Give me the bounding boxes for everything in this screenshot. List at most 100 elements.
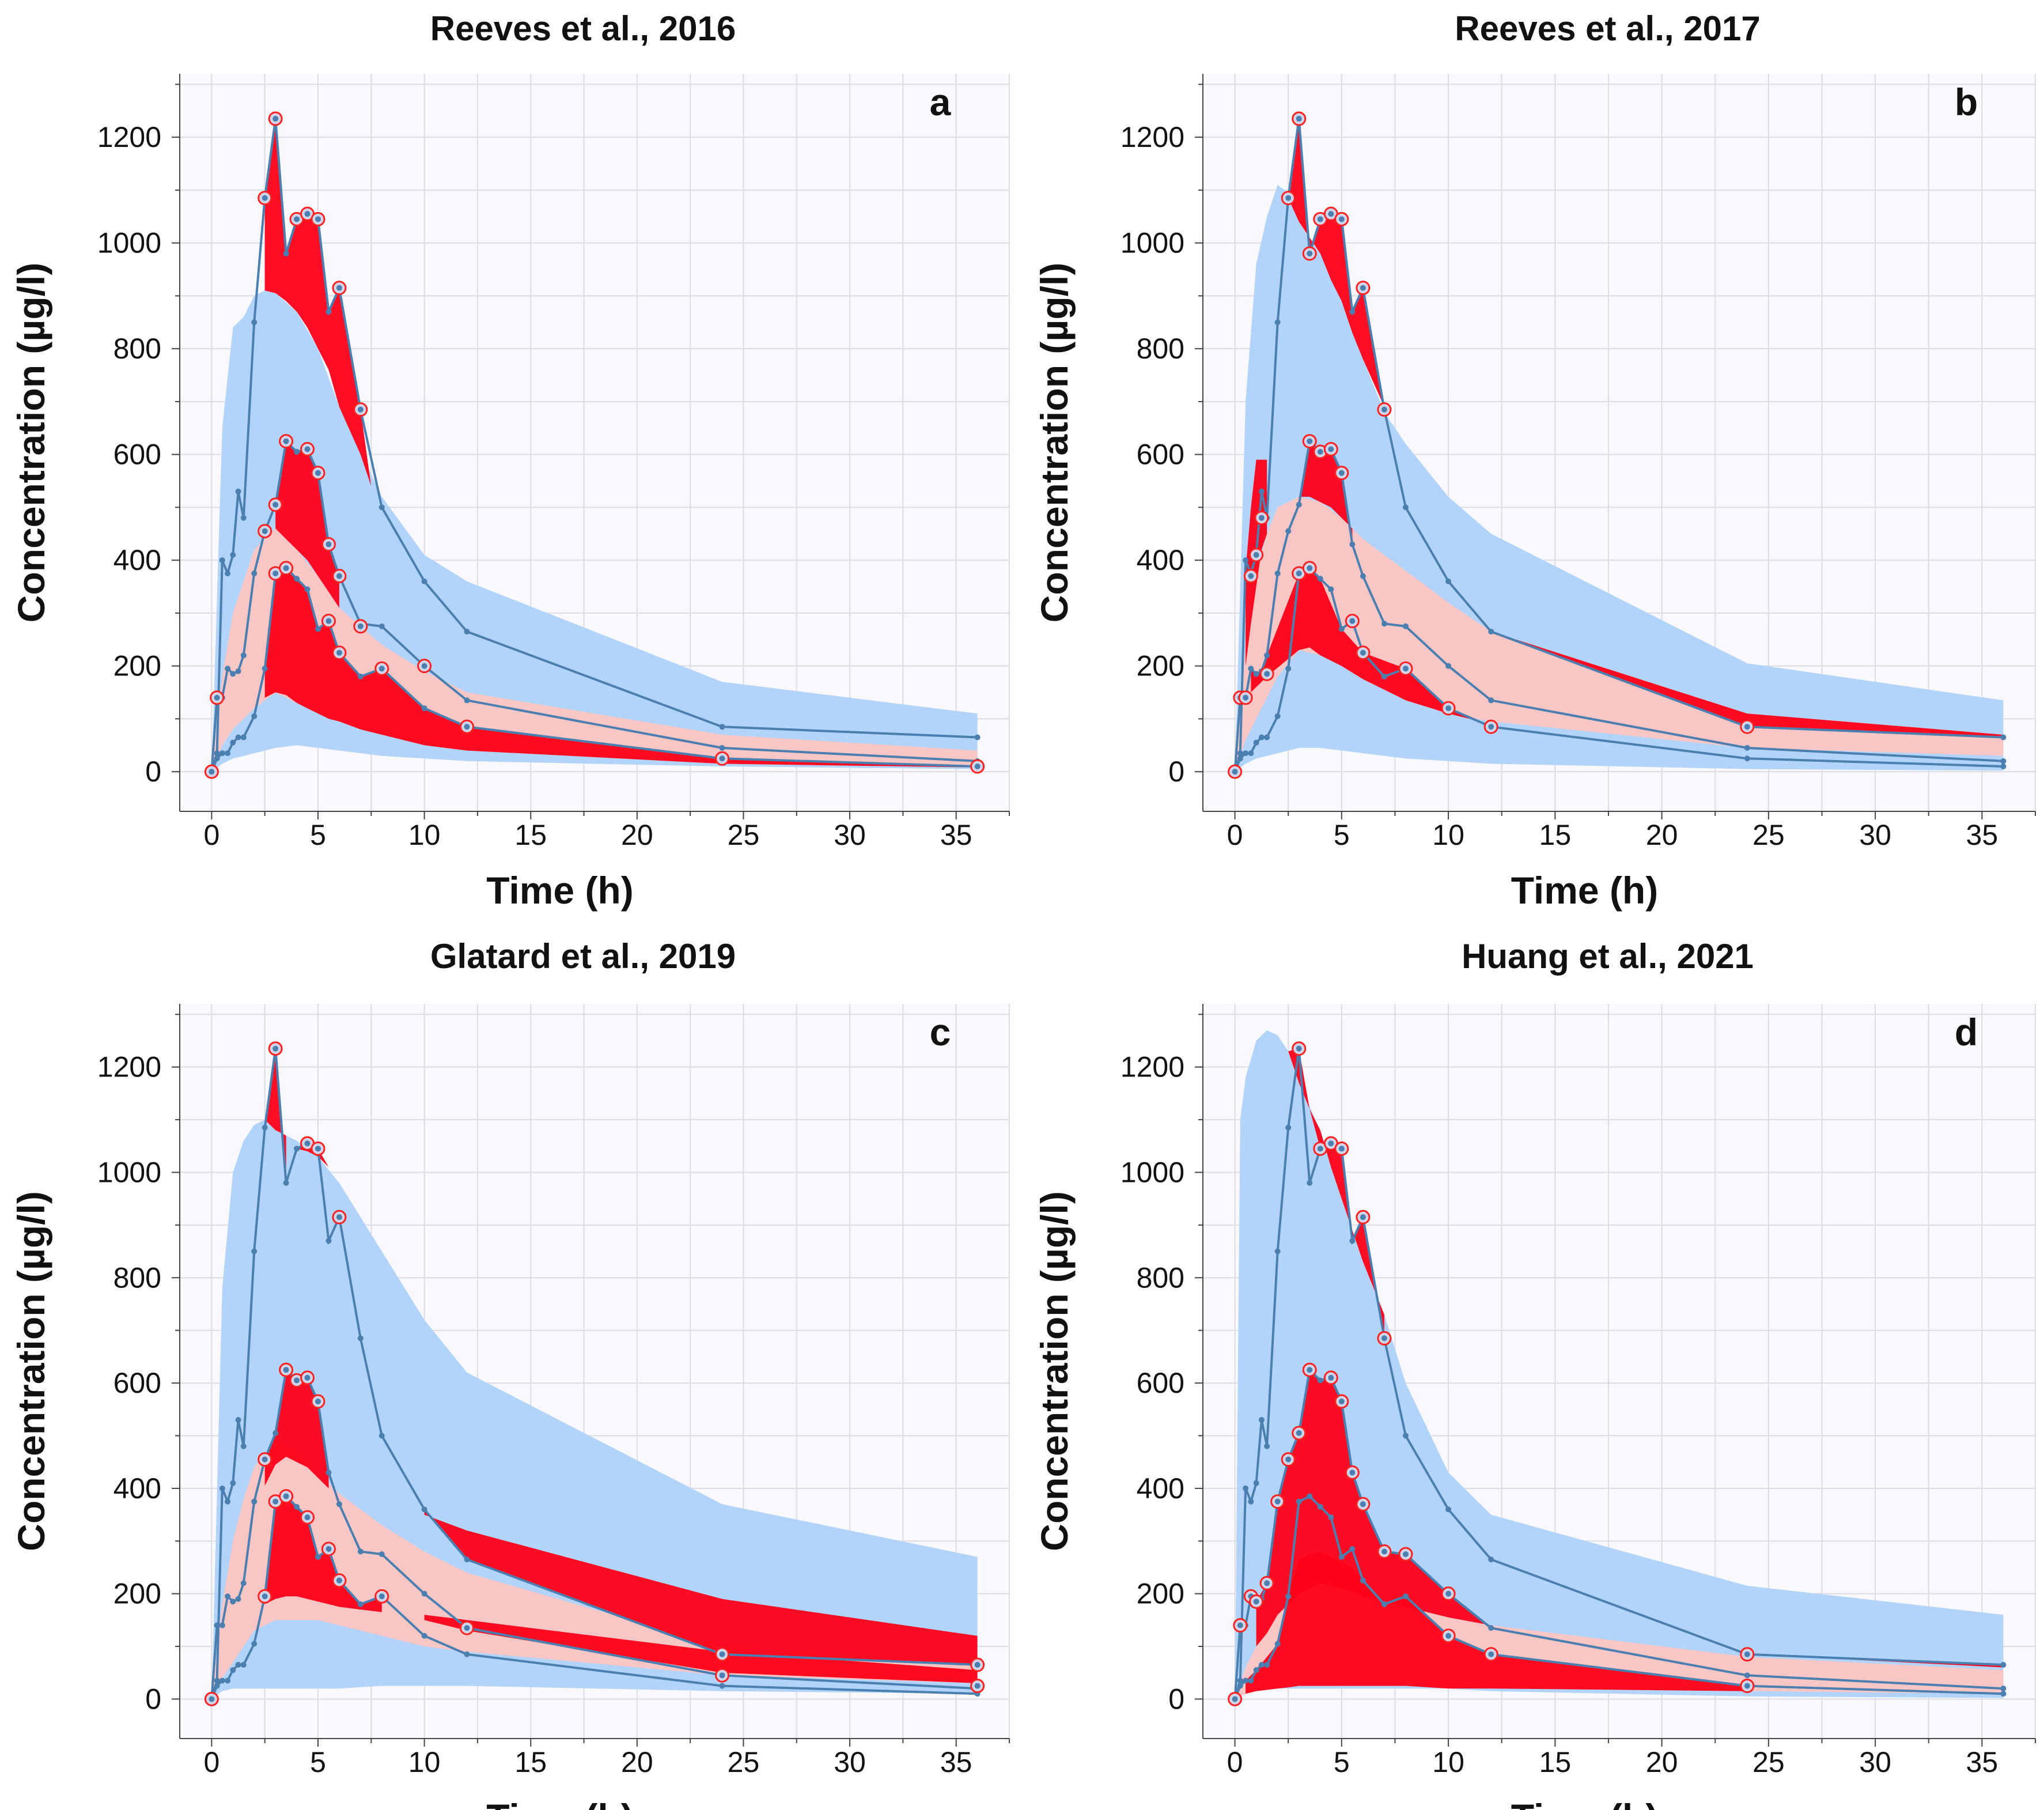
y-tick-label: 1200 xyxy=(1121,121,1184,153)
highlighted-point-center xyxy=(1744,1683,1750,1689)
observed-point xyxy=(2000,734,2007,740)
x-tick-label: 10 xyxy=(1432,1746,1464,1778)
highlighted-point-center xyxy=(1237,1622,1243,1628)
observed-point xyxy=(214,1683,220,1689)
highlighted-point-center xyxy=(719,1651,725,1657)
observed-point xyxy=(235,1662,241,1668)
deviation-region xyxy=(1246,1551,1747,1694)
y-tick-label: 400 xyxy=(1137,544,1184,576)
observed-point xyxy=(1248,1498,1254,1505)
y-tick-label: 1000 xyxy=(97,1156,161,1188)
x-tick-label: 35 xyxy=(1966,819,1998,851)
highlighted-point-center xyxy=(262,1593,268,1600)
y-tick-label: 1200 xyxy=(97,1051,161,1083)
observed-point xyxy=(1488,1625,1494,1631)
observed-point xyxy=(235,734,241,740)
highlighted-point-center xyxy=(1445,705,1452,712)
highlighted-point-center xyxy=(1317,449,1323,455)
observed-point xyxy=(262,666,268,672)
x-tick-label: 5 xyxy=(310,819,326,851)
observed-point xyxy=(2000,1686,2007,1692)
panel-letter: b xyxy=(1955,81,1978,123)
observed-point xyxy=(2000,758,2007,764)
observed-point xyxy=(378,623,385,629)
y-tick-label: 400 xyxy=(113,544,161,576)
x-tick-label: 10 xyxy=(1432,819,1464,851)
highlighted-point-center xyxy=(1488,724,1494,730)
highlighted-point-center xyxy=(209,1696,215,1702)
y-axis-label: Concentration (µg/l) xyxy=(1033,1191,1076,1551)
y-tick-label: 200 xyxy=(113,1578,161,1610)
observed-point xyxy=(1349,1546,1356,1552)
highlighted-point-center xyxy=(974,1662,981,1668)
panel-letter: d xyxy=(1955,1011,1978,1053)
observed-point xyxy=(1744,745,1750,751)
x-tick-label: 35 xyxy=(940,1746,972,1778)
y-tick-label: 1000 xyxy=(97,227,161,259)
observed-point xyxy=(357,1335,364,1342)
observed-point xyxy=(1296,501,1302,508)
deviation-region xyxy=(1491,632,2004,738)
x-tick-label: 20 xyxy=(621,1746,653,1778)
observed-point xyxy=(378,504,385,511)
observed-point xyxy=(214,750,220,757)
observed-point xyxy=(219,557,225,564)
observed-point xyxy=(421,1506,427,1513)
observed-point xyxy=(219,1622,225,1628)
observed-point xyxy=(1488,629,1494,635)
x-axis-label: Time (h) xyxy=(486,1796,633,1810)
highlighted-point-center xyxy=(304,1514,311,1521)
x-tick-label: 35 xyxy=(940,819,972,851)
observed-point xyxy=(1258,734,1265,740)
prediction-band xyxy=(1235,1030,2004,1699)
observed-point xyxy=(230,551,236,558)
observed-point xyxy=(1264,1662,1270,1668)
observed-point xyxy=(336,1501,342,1507)
observed-point xyxy=(974,734,981,740)
highlighted-point-center xyxy=(304,1374,311,1381)
observed-point xyxy=(225,1593,231,1600)
highlighted-point-center xyxy=(464,1625,470,1631)
observed-point xyxy=(251,1498,258,1505)
highlighted-point-center xyxy=(719,1672,725,1679)
x-tick-label: 35 xyxy=(1966,1746,1998,1778)
observed-point xyxy=(294,576,300,582)
observed-point xyxy=(294,1503,300,1510)
observed-line-lower xyxy=(210,566,978,772)
highlighted-point-center xyxy=(1349,618,1356,624)
panel-letter: c xyxy=(930,1011,951,1053)
x-tick-label: 30 xyxy=(834,1746,866,1778)
observed-point xyxy=(464,1651,470,1657)
observed-point xyxy=(1243,1485,1249,1491)
y-tick-label: 600 xyxy=(113,1367,161,1399)
observed-point xyxy=(283,1180,289,1186)
highlighted-point-center xyxy=(1381,1335,1387,1342)
observed-point xyxy=(315,1554,321,1560)
y-tick-label: 0 xyxy=(1168,755,1184,788)
highlighted-point-center xyxy=(272,570,279,577)
observed-point xyxy=(1445,663,1452,669)
observed-point xyxy=(1338,626,1345,632)
observed-point xyxy=(1445,1506,1452,1513)
x-axis-label: Time (h) xyxy=(1511,1796,1658,1810)
observed-point xyxy=(1307,1180,1313,1186)
observed-point xyxy=(1285,1593,1292,1600)
y-tick-label: 800 xyxy=(1137,332,1184,365)
highlighted-point-center xyxy=(378,1593,385,1600)
highlighted-point-center xyxy=(1338,470,1345,476)
highlighted-point-center xyxy=(262,195,268,201)
y-tick-label: 200 xyxy=(1137,650,1184,682)
highlighted-point-center xyxy=(1296,570,1302,577)
observed-point xyxy=(251,570,258,577)
highlighted-point-center xyxy=(1307,250,1313,256)
observed-point xyxy=(240,1580,247,1586)
observed-point xyxy=(1253,1480,1259,1486)
observed-point xyxy=(294,449,300,455)
panel-a: 0 5 10 15 20 25 30 35 0 200 400 600 800 1000 1200 Time … xyxy=(10,9,1010,912)
highlighted-point-center xyxy=(1328,446,1334,452)
observed-point xyxy=(1274,319,1281,326)
observed-point xyxy=(251,1248,258,1254)
observed-point xyxy=(1360,1577,1366,1584)
deviation-region xyxy=(264,1048,286,1183)
observed-point xyxy=(219,1485,225,1491)
